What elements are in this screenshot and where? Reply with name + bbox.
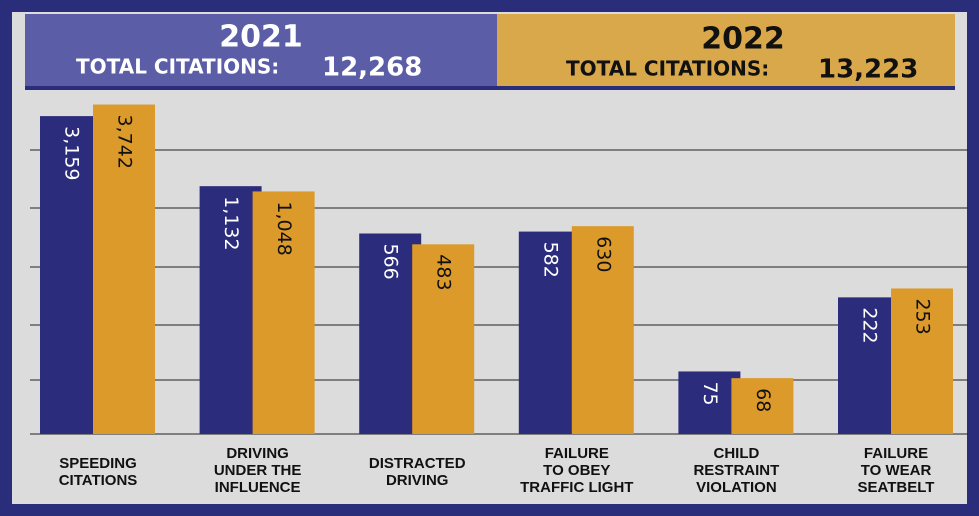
value-label: 222 [859,307,881,343]
x-tick-label: DISTRACTED DRIVING [369,455,466,489]
caption-2021: TOTAL CITATIONS: [76,55,279,79]
bar [412,244,475,434]
year-2022: 2022 [701,22,785,57]
value-label: 630 [592,236,614,272]
x-tick-label: FAILURE TO OBEY TRAFFIC LIGHT [520,445,633,496]
x-tick-label: CHILD RESTRAINT VIOLATION [693,445,779,496]
bar [40,116,102,435]
plot-background [12,12,967,504]
header-2022 [497,14,955,86]
value-label: 566 [380,243,402,279]
value-label: 68 [752,388,774,412]
value-label: 253 [912,298,934,334]
header-2021 [25,14,497,86]
value-label: 582 [539,242,561,278]
bar [252,191,315,434]
year-2021: 2021 [219,20,303,55]
value-label: 483 [433,254,455,290]
total-2021: 12,268 [322,53,422,83]
value-label: 75 [699,381,721,405]
x-tick-label: DRIVING UNDER THE INFLUENCE [214,445,302,496]
value-label: 3,159 [61,126,83,180]
bar [731,378,794,434]
bar [199,186,262,434]
header-rule [25,86,955,90]
value-label: 1,132 [220,196,242,250]
value-label: 1,048 [273,201,295,255]
bar [678,371,741,434]
grid [30,149,968,435]
bar [518,231,581,434]
bar [891,288,953,434]
x-tick-label: FAILURE TO WEAR SEATBELT [858,445,935,496]
bar [93,104,155,435]
bar [359,233,422,434]
value-label: 3,742 [114,115,136,169]
bar [571,226,634,434]
bar [838,297,900,434]
x-tick-label: SPEEDING CITATIONS [59,455,138,489]
total-2022: 13,223 [818,55,918,85]
caption-2022: TOTAL CITATIONS: [566,57,769,81]
